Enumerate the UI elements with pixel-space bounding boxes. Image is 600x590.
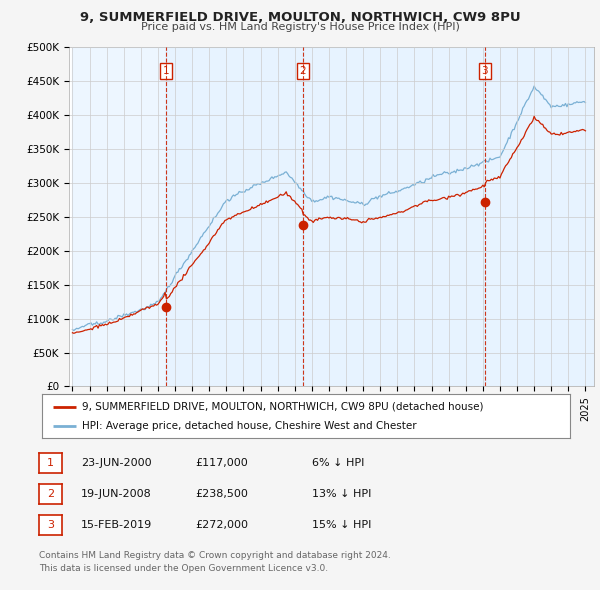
Text: £272,000: £272,000 bbox=[195, 520, 248, 530]
Text: £117,000: £117,000 bbox=[195, 458, 248, 468]
Text: £238,500: £238,500 bbox=[195, 489, 248, 499]
Text: 6% ↓ HPI: 6% ↓ HPI bbox=[312, 458, 364, 468]
Text: 23-JUN-2000: 23-JUN-2000 bbox=[81, 458, 152, 468]
Text: Price paid vs. HM Land Registry's House Price Index (HPI): Price paid vs. HM Land Registry's House … bbox=[140, 22, 460, 32]
Text: Contains HM Land Registry data © Crown copyright and database right 2024.
This d: Contains HM Land Registry data © Crown c… bbox=[39, 550, 391, 573]
Text: HPI: Average price, detached house, Cheshire West and Chester: HPI: Average price, detached house, Ches… bbox=[82, 421, 416, 431]
Text: 15% ↓ HPI: 15% ↓ HPI bbox=[312, 520, 371, 530]
Text: 3: 3 bbox=[47, 520, 54, 530]
Text: 19-JUN-2008: 19-JUN-2008 bbox=[81, 489, 152, 499]
Text: 2: 2 bbox=[299, 66, 306, 76]
Text: 1: 1 bbox=[47, 458, 54, 468]
Bar bbox=[302, 47, 485, 386]
Text: 9, SUMMERFIELD DRIVE, MOULTON, NORTHWICH, CW9 8PU (detached house): 9, SUMMERFIELD DRIVE, MOULTON, NORTHWICH… bbox=[82, 402, 483, 411]
Bar bbox=[73, 47, 166, 386]
Text: 9, SUMMERFIELD DRIVE, MOULTON, NORTHWICH, CW9 8PU: 9, SUMMERFIELD DRIVE, MOULTON, NORTHWICH… bbox=[80, 11, 520, 24]
Bar bbox=[485, 47, 594, 386]
Text: 13% ↓ HPI: 13% ↓ HPI bbox=[312, 489, 371, 499]
Text: 1: 1 bbox=[163, 66, 169, 76]
Bar bbox=[166, 47, 302, 386]
Text: 2: 2 bbox=[47, 489, 54, 499]
Text: 3: 3 bbox=[482, 66, 488, 76]
Text: 15-FEB-2019: 15-FEB-2019 bbox=[81, 520, 152, 530]
